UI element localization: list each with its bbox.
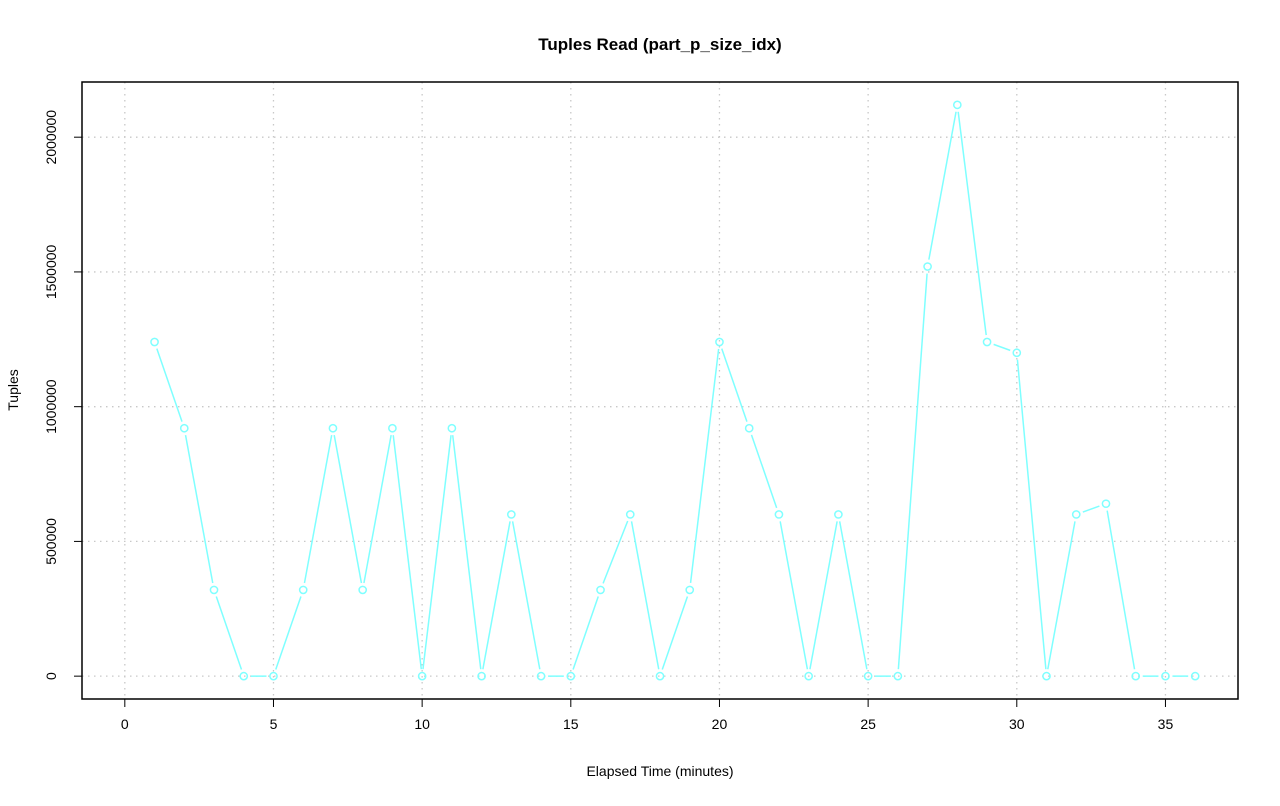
- data-point: [506, 510, 516, 519]
- y-tick-label: 500000: [43, 518, 59, 565]
- data-point: [982, 337, 992, 347]
- data-point: [1190, 671, 1200, 681]
- series-line-segment: [630, 521, 660, 670]
- series-line-segment: [215, 596, 243, 670]
- series-line-segment: [993, 343, 1011, 352]
- series-line-segment: [482, 521, 511, 670]
- data-point: [358, 585, 368, 595]
- axes: 0 5 10 15 20 25 30 35 0 500000 1000000 1500000 20000…: [43, 110, 1173, 732]
- data-point: [1131, 671, 1141, 681]
- series-line-segment: [809, 521, 838, 670]
- y-tick-label: 1000000: [43, 379, 59, 434]
- series-line-segment: [1082, 505, 1100, 513]
- x-tick-label: 15: [563, 716, 579, 732]
- data-point: [298, 585, 308, 595]
- data-point: [863, 671, 873, 681]
- series-line-segment: [897, 273, 928, 670]
- data-point: [774, 510, 784, 519]
- series-line-segment: [511, 521, 541, 670]
- data-point: [1042, 671, 1051, 681]
- data-point: [536, 671, 546, 681]
- data-point: [596, 585, 605, 595]
- series-line-segment: [275, 596, 302, 670]
- data-point: [150, 337, 159, 347]
- data-point: [1012, 348, 1022, 358]
- series-line-segment: [363, 434, 392, 584]
- y-tick-label: 1500000: [43, 244, 59, 299]
- data-point: [388, 423, 397, 433]
- series: [150, 100, 1200, 681]
- data-point: [952, 100, 962, 110]
- series-line-segment: [838, 521, 868, 670]
- series-line-segment: [750, 434, 778, 509]
- x-tick-label: 25: [860, 716, 876, 732]
- grid: [82, 82, 1238, 699]
- x-tick-label: 5: [270, 716, 278, 732]
- series-line-segment: [602, 520, 629, 584]
- series-line-segment: [572, 596, 599, 670]
- data-point: [804, 671, 814, 681]
- data-point: [417, 671, 427, 681]
- x-tick-label: 10: [414, 716, 430, 732]
- x-tick-label: 30: [1009, 716, 1025, 732]
- data-point: [893, 671, 903, 681]
- data-point: [685, 585, 695, 595]
- series-line-segment: [1047, 521, 1076, 670]
- data-point: [834, 510, 843, 519]
- series-line-segment: [156, 348, 183, 422]
- series-line-segment: [392, 435, 423, 670]
- data-point: [328, 423, 338, 433]
- series-line-segment: [184, 434, 214, 584]
- series-line-segment: [928, 111, 957, 260]
- series-line-segment: [422, 435, 452, 670]
- x-axis-label: Elapsed Time (minutes): [586, 763, 733, 779]
- x-tick-label: 0: [121, 716, 129, 732]
- data-point: [566, 671, 576, 681]
- data-point: [625, 510, 635, 519]
- series-line-segment: [779, 521, 809, 670]
- series-line-segment: [721, 348, 748, 422]
- y-axis-label: Tuples: [5, 369, 21, 411]
- series-line-segment: [661, 596, 689, 670]
- data-point: [1161, 671, 1170, 681]
- x-tick-label: 35: [1158, 716, 1174, 732]
- data-point: [744, 423, 754, 433]
- data-point: [1101, 499, 1111, 509]
- data-point: [477, 671, 486, 681]
- series-line-segment: [1106, 510, 1136, 670]
- x-tick-label: 20: [712, 716, 728, 732]
- data-point: [269, 671, 278, 681]
- data-point: [447, 423, 457, 433]
- data-point: [1071, 510, 1081, 519]
- series-line-segment: [689, 348, 720, 584]
- data-point: [923, 262, 932, 271]
- data-point: [655, 671, 665, 681]
- chart-title: Tuples Read (part_p_size_idx): [538, 35, 781, 54]
- series-line-segment: [1016, 359, 1047, 670]
- series-line-segment: [451, 435, 482, 670]
- series-line-segment: [333, 434, 363, 584]
- y-tick-label: 2000000: [43, 110, 59, 165]
- data-point: [715, 337, 724, 347]
- y-tick-label: 0: [43, 672, 59, 680]
- data-point: [239, 671, 249, 681]
- plot-frame: [81, 81, 1239, 700]
- data-point: [179, 423, 189, 433]
- series-line-segment: [957, 111, 987, 336]
- series-line-segment: [303, 434, 333, 584]
- data-point: [209, 585, 219, 595]
